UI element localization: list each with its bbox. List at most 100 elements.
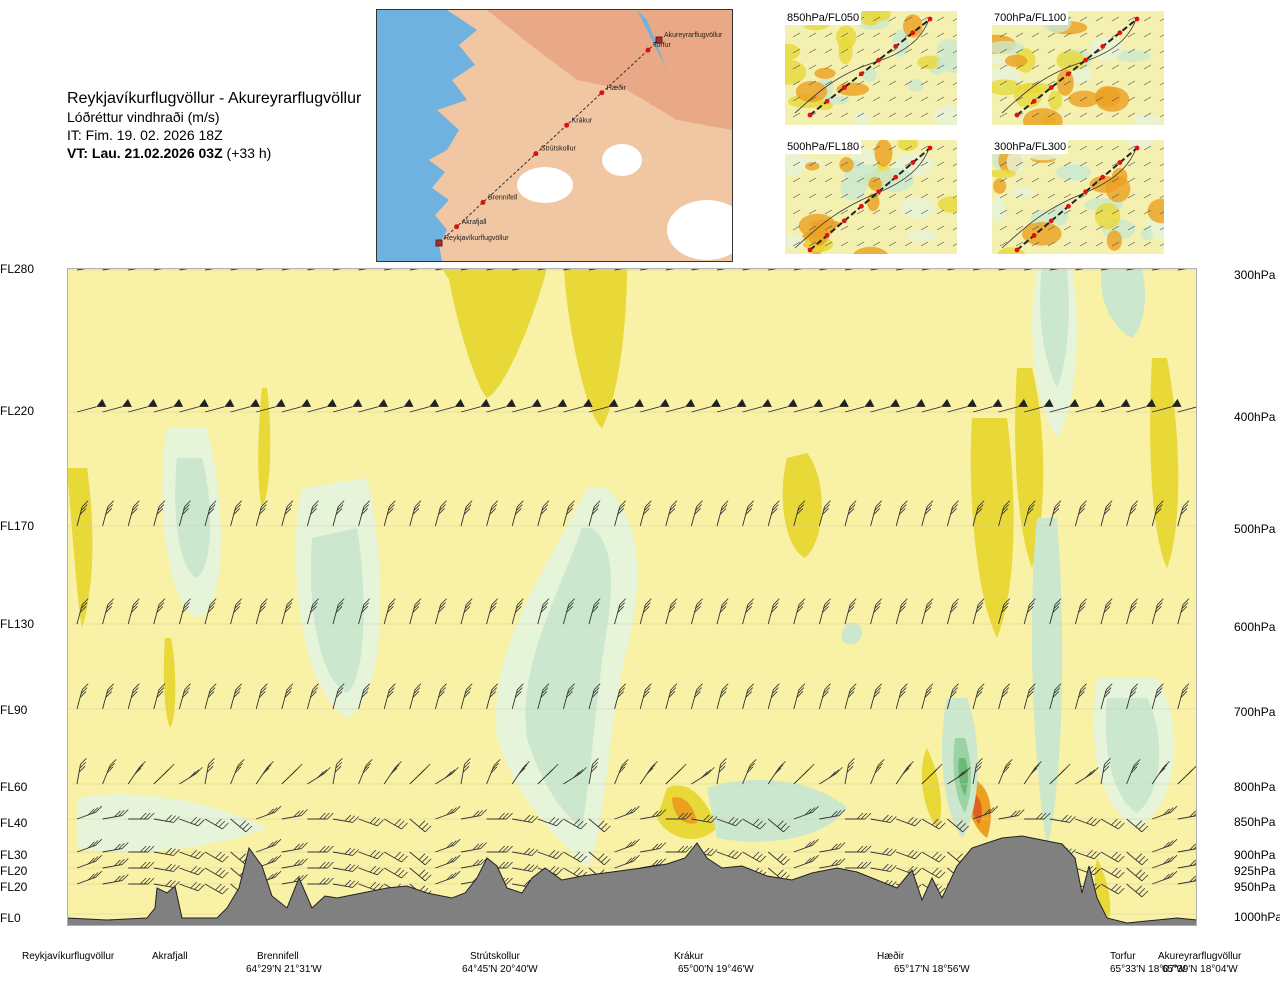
wind-barb [614, 598, 627, 625]
barb-feather [293, 810, 300, 818]
barb-shaft [204, 883, 223, 895]
inset-label: 850hPa/FL050 [785, 11, 862, 25]
barb-feather [976, 602, 984, 609]
wind-barb [1152, 870, 1178, 885]
barb-pennant [224, 398, 235, 407]
wind-barb [383, 500, 396, 527]
barb-shaft [460, 406, 481, 413]
inset-wind-barb [1047, 193, 1056, 199]
barb-pennant [1017, 398, 1028, 407]
wind-barb [1100, 851, 1125, 863]
barb-feather [1132, 762, 1139, 770]
inset-wind-barb [920, 209, 929, 215]
updraft-region [447, 268, 547, 398]
barb-feather [1093, 819, 1101, 827]
barb-feather [1010, 810, 1017, 818]
barb-feather [424, 874, 432, 882]
barb-feather [438, 691, 445, 698]
wind-barb [332, 879, 359, 888]
barb-shaft [1177, 604, 1184, 625]
wind-barb [332, 758, 343, 785]
inset-route-point [1100, 44, 1106, 49]
wind-barb [614, 683, 627, 710]
barb-feather [490, 766, 498, 774]
inset-wind-barb [1079, 225, 1088, 231]
barb-feather [369, 849, 377, 857]
barb-feather [91, 856, 99, 863]
barb-feather [1014, 809, 1021, 817]
map-point-label: Reykjavíkurflugvöllur [444, 235, 509, 242]
wind-barb [384, 398, 414, 413]
barb-feather [975, 606, 983, 613]
barb-shaft [742, 406, 763, 413]
inset-wind-barb [792, 96, 801, 102]
barb-feather [991, 805, 999, 813]
barb-feather [290, 769, 297, 776]
barb-shaft [998, 689, 1005, 710]
barb-feather [542, 500, 550, 507]
barb-feather [301, 842, 308, 849]
barb-shaft [870, 867, 891, 872]
wind-barb [690, 500, 703, 527]
barb-feather [593, 683, 601, 690]
barb-feather [797, 504, 805, 511]
barb-feather [731, 818, 739, 825]
barb-feather [233, 691, 240, 698]
barb-feather [413, 602, 421, 609]
wind-barb [691, 814, 718, 823]
inset-field-patch [992, 55, 1006, 65]
barb-feather [162, 769, 169, 776]
barb-feather [797, 602, 805, 609]
barb-shaft [640, 815, 660, 820]
barb-feather [651, 761, 658, 768]
barb-feather [139, 877, 147, 885]
barb-shaft [76, 860, 96, 869]
inset-route-point [1031, 233, 1037, 238]
wind-barb [742, 500, 755, 527]
inset-wind-barb [888, 145, 897, 151]
inset-wind-barb [888, 241, 897, 247]
inset-wind-barb [904, 48, 913, 54]
barb-feather [472, 859, 480, 867]
wind-barb [153, 814, 180, 823]
wind-barb [818, 683, 831, 710]
inset-wind-barb [1031, 241, 1040, 247]
barb-feather [1018, 809, 1025, 816]
barb-feather [633, 854, 640, 862]
barb-shaft [409, 406, 430, 413]
wind-barb [588, 398, 619, 413]
barb-feather [517, 598, 524, 605]
wind-barb [486, 398, 516, 413]
barb-feather [453, 854, 461, 862]
hpa-label: 300hPa [1234, 268, 1276, 282]
barb-feather [498, 812, 505, 820]
wind-barb [358, 759, 373, 785]
barb-feather [1104, 687, 1112, 694]
barb-feather [823, 602, 830, 609]
barb-feather [804, 857, 812, 865]
barb-feather [834, 809, 842, 817]
wind-barb [128, 398, 158, 413]
inset-field-patch [1005, 54, 1028, 68]
barb-feather [365, 759, 373, 766]
barb-feather [79, 761, 87, 769]
barb-feather [659, 842, 667, 849]
barb-feather [1189, 843, 1196, 851]
barb-feather [531, 849, 539, 856]
barb-feather [80, 504, 88, 511]
barb-feather [552, 851, 560, 858]
inset-wind-barb [840, 64, 849, 70]
barb-shaft [127, 604, 134, 625]
map-point-label: Torfur [653, 42, 672, 49]
fl-label: FL0 [0, 911, 21, 925]
barb-shaft [818, 689, 826, 710]
barb-feather [779, 761, 786, 768]
barb-feather [904, 764, 912, 772]
barb-feather [796, 606, 804, 613]
barb-feather [951, 687, 958, 694]
inset-wind-barb [872, 112, 881, 118]
barb-feather [131, 606, 138, 613]
inset-route-point [1134, 145, 1140, 151]
downdraft-region [525, 528, 612, 828]
barb-feather [301, 809, 308, 816]
